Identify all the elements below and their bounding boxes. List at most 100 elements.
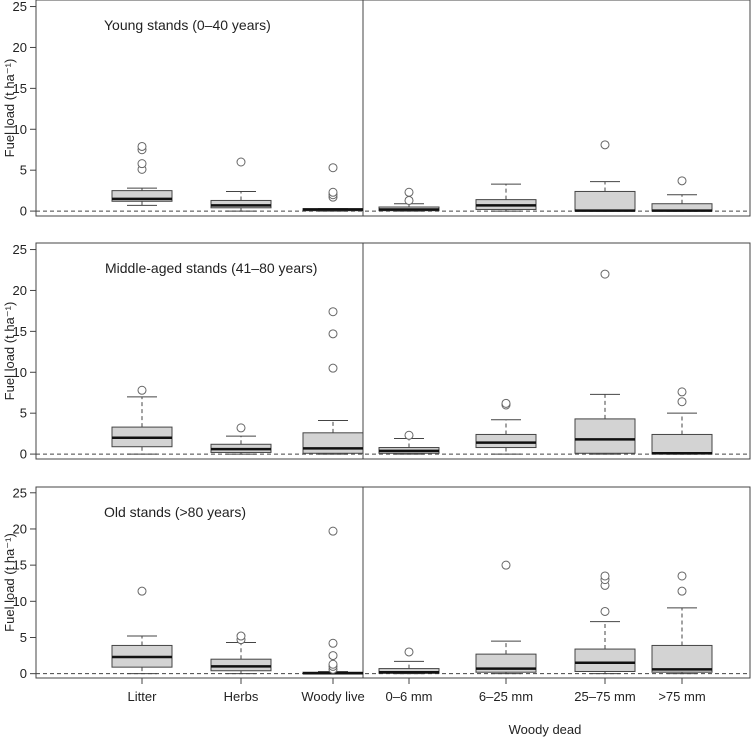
box-Woody live: [302, 526, 364, 675]
box-6–25 mm: [475, 560, 537, 675]
outlier-point: [404, 430, 414, 440]
box-0–6 mm: [378, 187, 440, 212]
x-tick-label: Woody live: [301, 689, 364, 704]
outlier-point: [677, 571, 687, 581]
panel-3: 0 5 10 15 20 25 Fuel load (t ha⁻¹) Old stands (…: [2, 485, 751, 681]
y-tick-label: 15: [13, 558, 27, 573]
outlier-point: [137, 141, 147, 151]
box-Litter: [111, 385, 173, 455]
outlier-point: [404, 195, 414, 205]
y-tick-label: 25: [13, 0, 27, 14]
outlier-point: [236, 157, 246, 167]
panel-1: 0 5 10 15 20 25 Fuel load (t ha⁻¹) Young stands…: [2, 0, 751, 219]
box->75 mm: [651, 387, 713, 455]
outlier-point: [677, 397, 687, 407]
x-tick-label: 0–6 mm: [386, 689, 433, 704]
panel-title: Old stands (>80 years): [104, 504, 246, 520]
panel-frame: [35, 242, 751, 460]
y-tick-label: 0: [20, 447, 27, 462]
y-axis-label: Fuel load (t ha⁻¹): [2, 302, 17, 401]
panel-frame: [35, 0, 751, 217]
box->75 mm: [651, 176, 713, 212]
x-tick-label: Litter: [128, 689, 158, 704]
y-tick-label: 5: [20, 630, 27, 645]
box-0–6 mm: [378, 647, 440, 675]
y-tick-label: 20: [13, 283, 27, 298]
box-iqr: [651, 644, 713, 673]
y-tick-label: 10: [13, 122, 27, 137]
outlier-point: [328, 638, 338, 648]
box-Herbs: [210, 157, 272, 212]
box-iqr: [475, 433, 537, 449]
outlier-point: [600, 269, 610, 279]
y-tick-label: 10: [13, 594, 27, 609]
box->75 mm: [651, 571, 713, 675]
box-25–75 mm: [574, 140, 636, 212]
y-tick-label: 5: [20, 406, 27, 421]
outlier-point: [236, 631, 246, 641]
box-6–25 mm: [475, 398, 537, 455]
outlier-point: [137, 159, 147, 169]
box-iqr: [574, 418, 636, 454]
box-Woody live: [302, 307, 364, 455]
panel-2: 0 5 10 15 20 25 Fuel load (t ha⁻¹) Middle-aged …: [2, 242, 751, 462]
y-tick-label: 10: [13, 365, 27, 380]
box-25–75 mm: [574, 269, 636, 455]
outlier-point: [328, 163, 338, 173]
x-axis-label: Woody dead: [509, 722, 582, 737]
box-iqr: [210, 658, 272, 672]
outlier-point: [404, 187, 414, 197]
y-axis-label: Fuel load (t ha⁻¹): [2, 59, 17, 158]
outlier-point: [600, 140, 610, 150]
outlier-point: [328, 329, 338, 339]
box-6–25 mm: [475, 183, 537, 212]
y-axis-label: Fuel load (t ha⁻¹): [2, 533, 17, 632]
box-iqr: [111, 190, 173, 202]
outlier-point: [137, 385, 147, 395]
panel-frame: [35, 486, 751, 679]
outlier-point: [328, 187, 338, 197]
outlier-point: [677, 176, 687, 186]
box-iqr: [651, 433, 713, 455]
outlier-point: [328, 651, 338, 661]
panel-title: Middle-aged stands (41–80 years): [105, 260, 317, 276]
y-tick-label: 15: [13, 324, 27, 339]
box-iqr: [574, 190, 636, 212]
x-tick-label: 6–25 mm: [479, 689, 533, 704]
box-Woody live: [302, 163, 364, 212]
y-tick-label: 5: [20, 163, 27, 178]
y-tick-label: 20: [13, 40, 27, 55]
outlier-point: [328, 659, 338, 669]
box-iqr: [302, 432, 364, 454]
outlier-point: [328, 307, 338, 317]
box-25–75 mm: [574, 571, 636, 675]
outlier-point: [404, 647, 414, 657]
box-Herbs: [210, 631, 272, 675]
outlier-point: [501, 398, 511, 408]
box-Litter: [111, 586, 173, 675]
outlier-point: [600, 571, 610, 581]
x-tick-label: 25–75 mm: [574, 689, 635, 704]
outlier-point: [328, 363, 338, 373]
outlier-point: [137, 586, 147, 596]
y-tick-label: 25: [13, 485, 27, 500]
y-tick-label: 20: [13, 521, 27, 536]
x-tick-label: Herbs: [224, 689, 259, 704]
outlier-point: [328, 526, 338, 536]
outlier-point: [236, 423, 246, 433]
box-0–6 mm: [378, 430, 440, 455]
y-tick-label: 25: [13, 242, 27, 257]
outlier-point: [677, 387, 687, 397]
outlier-point: [600, 606, 610, 616]
box-iqr: [574, 648, 636, 672]
y-tick-label: 15: [13, 81, 27, 96]
y-tick-label: 0: [20, 204, 27, 219]
y-tick-label: 0: [20, 666, 27, 681]
outlier-point: [501, 560, 511, 570]
panel-title: Young stands (0–40 years): [104, 17, 271, 33]
x-tick-label: >75 mm: [658, 689, 705, 704]
outlier-point: [677, 586, 687, 596]
box-Herbs: [210, 423, 272, 455]
box-Litter: [111, 141, 173, 206]
